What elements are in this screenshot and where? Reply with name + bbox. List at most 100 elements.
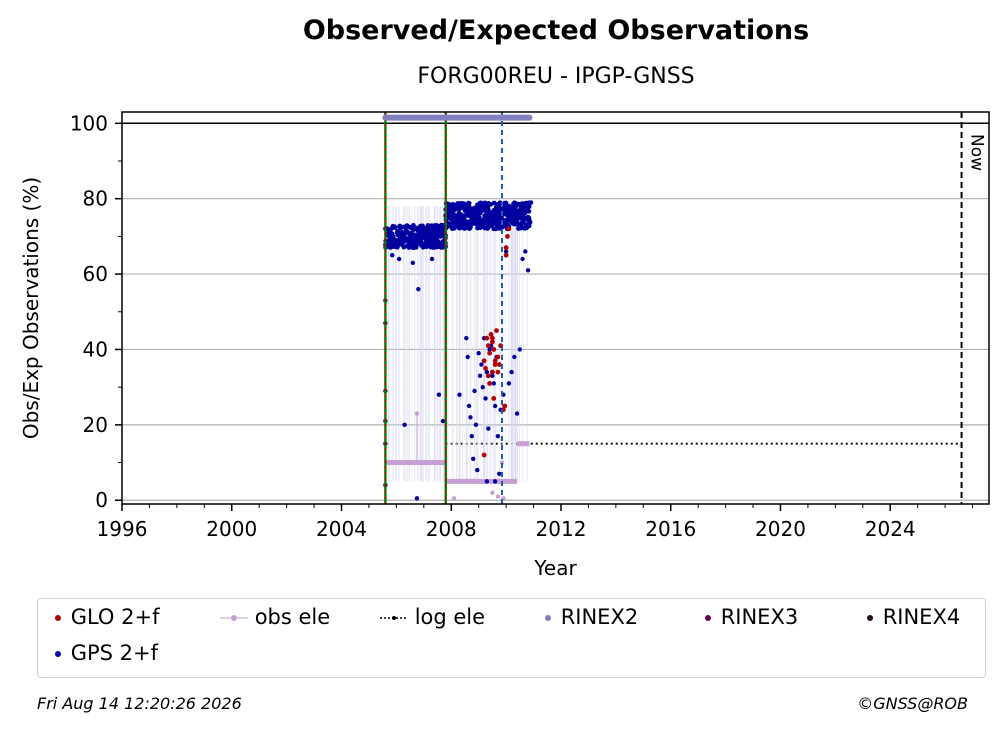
gps-point xyxy=(481,218,487,223)
legend-label-glo: GLO 2+f xyxy=(70,605,160,629)
gps-point xyxy=(490,373,495,379)
gps-point xyxy=(503,249,509,254)
gps-point xyxy=(397,223,403,229)
gps-point xyxy=(469,218,475,223)
glo-point xyxy=(488,331,494,337)
gps-point xyxy=(484,369,490,375)
gps-point xyxy=(483,396,488,401)
gps-point xyxy=(480,384,485,390)
y-tick-label: 80 xyxy=(83,187,108,211)
gps-point xyxy=(428,238,434,244)
glo-point xyxy=(503,252,509,258)
legend-label-gps: GPS 2+f xyxy=(70,641,158,665)
gps-point xyxy=(484,479,490,484)
gps-point xyxy=(436,392,442,397)
legend-label-log-ele: log ele xyxy=(414,605,486,629)
legend-item-gps: GPS 2+f xyxy=(52,641,158,665)
gps-point xyxy=(519,213,524,219)
gps-point xyxy=(483,204,489,210)
legend-marker-rinex3 xyxy=(705,615,711,621)
glo-point xyxy=(489,335,495,341)
glo-point xyxy=(492,358,498,364)
gps-point xyxy=(485,224,491,230)
gps-point xyxy=(476,351,481,356)
footer-copyright: ©GNSS@ROB xyxy=(857,694,968,713)
x-tick-label: 2008 xyxy=(426,517,477,541)
glo-point xyxy=(481,358,487,364)
gps-point xyxy=(404,229,410,235)
x-tick-label: 2024 xyxy=(865,517,916,541)
gps-point xyxy=(472,388,477,394)
gps-point xyxy=(397,239,403,245)
gps-point xyxy=(468,415,473,420)
gps-point xyxy=(417,240,423,246)
chart-title: Observed/Expected Observations xyxy=(302,15,810,46)
gps-point xyxy=(431,226,437,232)
gps-point xyxy=(470,456,476,461)
legend-marker-glo xyxy=(55,615,61,621)
gps-point xyxy=(392,225,398,230)
gps-point xyxy=(514,411,520,416)
gps-point xyxy=(465,354,470,360)
gps-point xyxy=(479,362,484,367)
legend-marker-obs-ele xyxy=(220,615,248,621)
gps-point xyxy=(523,216,529,222)
legend-item-log-ele: log ele xyxy=(380,605,485,629)
glo-point xyxy=(489,369,495,375)
gps-point xyxy=(424,231,430,237)
glo-point xyxy=(491,396,497,401)
x-tick-label: 2012 xyxy=(536,517,587,541)
gps-point xyxy=(485,209,491,215)
glo-point xyxy=(495,354,501,360)
gps-point xyxy=(490,218,496,224)
gps-point xyxy=(526,223,532,229)
gps-point xyxy=(494,221,500,227)
gps-point xyxy=(464,335,469,341)
gps-point xyxy=(473,422,479,428)
gps-point xyxy=(412,235,417,241)
x-tick-label: 2016 xyxy=(645,517,696,541)
gps-point xyxy=(438,224,444,230)
y-tick-label: 60 xyxy=(83,262,108,286)
gps-point xyxy=(428,232,434,238)
gps-point xyxy=(438,245,444,250)
gps-point xyxy=(517,347,523,352)
gps-point xyxy=(497,471,502,477)
legend-item-rinex4: RINEX4 xyxy=(864,605,960,629)
gps-point xyxy=(417,230,423,236)
gps-point xyxy=(387,238,393,244)
gps-point xyxy=(487,347,492,352)
y-tick-label: 20 xyxy=(83,413,108,437)
gps-point xyxy=(492,479,498,484)
gps-point xyxy=(434,236,440,241)
gps-point xyxy=(475,467,480,473)
x-tick-label: 2000 xyxy=(206,517,257,541)
gps-point xyxy=(457,213,463,219)
gps-point xyxy=(450,220,456,226)
gps-point xyxy=(402,422,407,428)
gps-point xyxy=(453,215,458,221)
plot-frame xyxy=(121,111,990,505)
gps-point xyxy=(503,202,509,208)
gps-point xyxy=(505,222,511,228)
gps-point xyxy=(436,241,442,246)
gps-point xyxy=(418,236,424,241)
x-tick-label: 2020 xyxy=(755,517,806,541)
legend-item-rinex3: RINEX3 xyxy=(702,605,798,629)
legend-label-obs-ele: obs ele xyxy=(254,605,331,629)
gps-point xyxy=(475,216,480,222)
gps-point xyxy=(512,208,518,214)
chart-subtitle: FORG00REU - IPGP-GNSS xyxy=(417,64,695,89)
gps-point xyxy=(520,256,525,262)
gps-point xyxy=(458,218,464,223)
gps-point xyxy=(476,208,482,214)
now-label: Now xyxy=(967,134,987,171)
glo-point xyxy=(483,365,488,371)
gps-point xyxy=(486,426,491,431)
gps-point xyxy=(491,381,496,386)
glo-point xyxy=(494,328,499,334)
glo-point xyxy=(487,380,493,386)
gps-point xyxy=(399,230,405,235)
gps-point xyxy=(411,223,416,228)
legend-label-rinex3: RINEX3 xyxy=(720,605,799,629)
